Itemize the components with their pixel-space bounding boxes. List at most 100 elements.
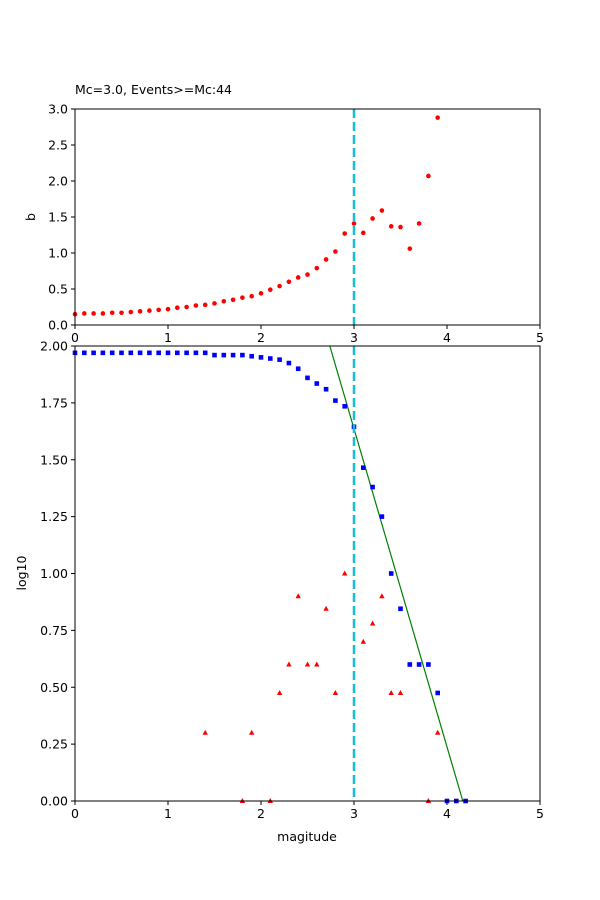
bottom-y-tick-label: 1.00 [40,566,68,581]
bottom-triangle-point [286,661,292,667]
top-y-tick-label: 3.0 [48,102,68,117]
top-point [305,272,310,277]
top-point [249,293,254,299]
bottom-triangle-point [323,605,329,611]
bottom-square-point [398,606,403,612]
top-x-tick-label: 2 [257,330,265,345]
top-axis-ticks: 0 1 2 3 4 5 0.0 0.5 1.0 1.5 2.0 2.5 3.0 [48,102,544,346]
top-point [351,221,357,226]
top-point [314,265,320,271]
top-y-tick-label: 2.5 [48,138,68,153]
top-x-tick-label: 4 [443,330,451,345]
bottom-y-tick-label: 1.50 [40,452,68,467]
bottom-square-point [184,350,189,356]
top-point [175,305,180,311]
top-point [398,224,403,230]
bottom-square-point [268,356,273,361]
bottom-square-point [202,350,208,356]
bottom-square-point [165,350,171,356]
bottom-square-point [277,357,282,362]
bottom-square-point [119,350,124,356]
bottom-square-point [91,350,96,356]
top-x-tick-label: 1 [164,330,172,345]
top-point [435,115,441,120]
bottom-square-point [323,386,329,392]
top-point [109,310,115,316]
top-point [137,309,143,314]
top-point [147,308,152,313]
top-point [379,208,385,213]
bottom-square-point [379,514,385,519]
top-y-tick-label: 0.5 [48,282,68,297]
bottom-square-point [128,350,134,356]
bottom-y-tick-label: 0.00 [40,794,68,809]
plot-title: Mc=3.0, Events>=Mc:44 [75,82,232,97]
top-x-tick-label: 3 [350,330,358,345]
top-point [370,216,375,221]
bottom-x-tick-label: 3 [350,806,358,821]
top-plot-frame [74,108,541,326]
bottom-square-point [82,350,87,356]
bottom-square-point [333,398,338,403]
top-y-tick-label: 1.0 [48,246,68,261]
top-point [295,275,301,280]
top-point [286,279,292,285]
bottom-square-point [426,662,431,667]
bottom-x-tick-label: 1 [164,806,172,821]
bottom-triangle-point [249,729,255,735]
top-point [361,230,366,236]
top-point [407,246,413,251]
bottom-square-point [388,571,394,576]
bottom-y-tick-label: 0.50 [40,680,68,695]
bottom-square-point [258,355,264,360]
top-point [165,306,171,312]
top-point [268,287,273,293]
top-point [202,302,208,308]
top-y-tick-label: 0.0 [48,318,68,333]
bottom-square-point [221,352,227,358]
bottom-triangle-point [276,689,283,695]
top-x-tick-label: 5 [536,330,544,345]
bottom-triangle-point [369,620,376,626]
bottom-square-point [230,352,236,358]
bottom-square-point [249,353,254,359]
bottom-y-tick-label: 0.25 [40,737,68,752]
top-point [230,297,236,303]
bottom-square-point [147,350,152,356]
bottom-y-tick-label: 1.75 [40,395,68,410]
top-point [82,311,87,316]
bottom-triangle-point [295,593,301,599]
top-point [277,283,282,289]
top-point [323,257,329,262]
top-point [416,221,422,226]
bottom-triangle-point [360,638,366,644]
bottom-triangle-point [397,689,404,695]
bottom-axis-ticks: 0 1 2 3 4 5 0.00 0.25 0.50 0.75 1.00 1.25 1.50 1.75 2.… [40,339,544,822]
bottom-triangle-point [435,729,441,735]
top-point [388,224,394,229]
top-point [221,298,227,304]
y-axis-label-log10: log10 [14,555,29,590]
b-value-plot: Mc=3.0, Events>=Mc:44 b 0 1 2 3 4 5 0.0 0.5 1.0 1… [23,82,544,345]
bottom-triangle-point [314,661,320,667]
x-axis-label-magnitude: magitude [277,829,337,844]
top-point [426,173,431,179]
bottom-square-point [407,662,413,667]
bottom-square-point [416,662,422,667]
top-point [156,307,161,313]
bottom-square-point [156,350,161,356]
top-x-tick-label: 0 [71,330,79,345]
bottom-triangle-point [379,593,385,599]
bottom-triangle-point [304,661,311,667]
bottom-square-point [193,350,199,356]
bottom-triangle-point [388,689,394,695]
bottom-square-point [286,360,292,366]
top-point [128,309,134,315]
bottom-square-point [370,484,375,490]
bottom-x-tick-label: 2 [257,806,265,821]
bottom-square-point [175,350,180,356]
top-point [342,231,348,236]
bottom-triangle-point [342,570,348,576]
top-point [240,295,245,300]
